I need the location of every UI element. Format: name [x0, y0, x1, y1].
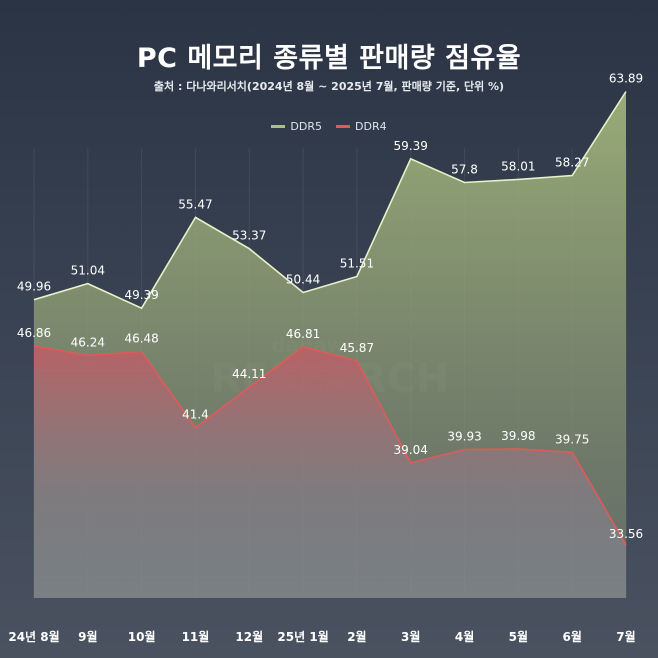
x-axis-ticks: 24년 8월 9월 10월 11월 12월 25년 1월 2월 3월 4월 5월 6월 7월 — [8, 629, 635, 644]
x-tick-label: 6월 — [562, 629, 581, 644]
chart-subtitle: 출처 : 다나와리서치(2024년 8월 ~ 2025년 7월, 판매량 기준,… — [153, 80, 505, 93]
legend-swatch-ddr5 — [271, 125, 286, 128]
data-label-ddr4: 39.04 — [394, 443, 428, 457]
x-tick-label: 12월 — [235, 629, 263, 644]
line-ddr5 — [33, 91, 627, 310]
x-tick-label: 9월 — [78, 629, 97, 644]
series-lines — [33, 91, 627, 546]
x-tick-label: 7월 — [616, 629, 635, 644]
data-label-ddr5: 51.04 — [71, 264, 105, 278]
data-label-ddr4: 46.81 — [286, 327, 320, 341]
data-label-ddr4: 46.86 — [17, 326, 51, 340]
data-label-ddr5: 63.89 — [609, 72, 643, 86]
data-label-ddr4: 33.56 — [609, 527, 643, 541]
chart-title: PC 메모리 종류별 판매량 점유율 — [136, 43, 522, 74]
data-label-ddr5: 53.37 — [232, 229, 266, 243]
data-label-ddr4: 39.98 — [501, 429, 535, 443]
series-areas — [34, 91, 626, 598]
data-label-ddr5: 50.44 — [286, 273, 320, 287]
legend-label-ddr5: DDR5 — [290, 120, 322, 133]
legend-item-ddr4[interactable]: DDR4 — [336, 120, 387, 133]
x-tick-label: 25년 1월 — [277, 629, 328, 644]
data-label-ddr4: 45.87 — [340, 341, 374, 355]
data-label-ddr4: 46.48 — [124, 332, 158, 346]
x-tick-label: 24년 8월 — [8, 629, 59, 644]
data-label-ddr5: 58.01 — [501, 159, 535, 173]
data-label-ddr5: 57.8 — [451, 163, 478, 177]
line-ddr4 — [33, 345, 627, 546]
legend-label-ddr4: DDR4 — [355, 120, 387, 133]
data-label-ddr4: 41.4 — [182, 408, 209, 422]
data-label-ddr4: 39.75 — [555, 432, 589, 446]
legend: DDR5 DDR4 — [0, 120, 658, 133]
data-label-ddr4: 39.93 — [447, 430, 481, 444]
legend-swatch-ddr4 — [336, 125, 350, 128]
data-label-ddr4: 44.11 — [232, 367, 266, 381]
data-label-ddr5: 49.96 — [17, 280, 51, 294]
data-label-ddr5: 58.27 — [555, 156, 589, 170]
x-tick-label: 2월 — [347, 629, 366, 644]
x-tick-label: 3월 — [401, 629, 420, 644]
x-tick-label: 10월 — [128, 629, 156, 644]
data-label-ddr5: 49.39 — [124, 288, 158, 302]
x-tick-label: 4월 — [455, 629, 474, 644]
legend-item-ddr5[interactable]: DDR5 — [271, 120, 322, 133]
data-label-ddr5: 55.47 — [178, 197, 212, 211]
data-label-ddr5: 59.39 — [394, 139, 428, 153]
data-labels: 49.96 51.04 49.39 55.47 53.37 50.44 51.51 59.39… — [17, 72, 643, 541]
x-tick-label: 11월 — [182, 629, 210, 644]
data-label-ddr5: 51.51 — [340, 257, 374, 271]
data-label-ddr4: 46.24 — [71, 335, 105, 349]
x-tick-label: 5월 — [509, 629, 528, 644]
